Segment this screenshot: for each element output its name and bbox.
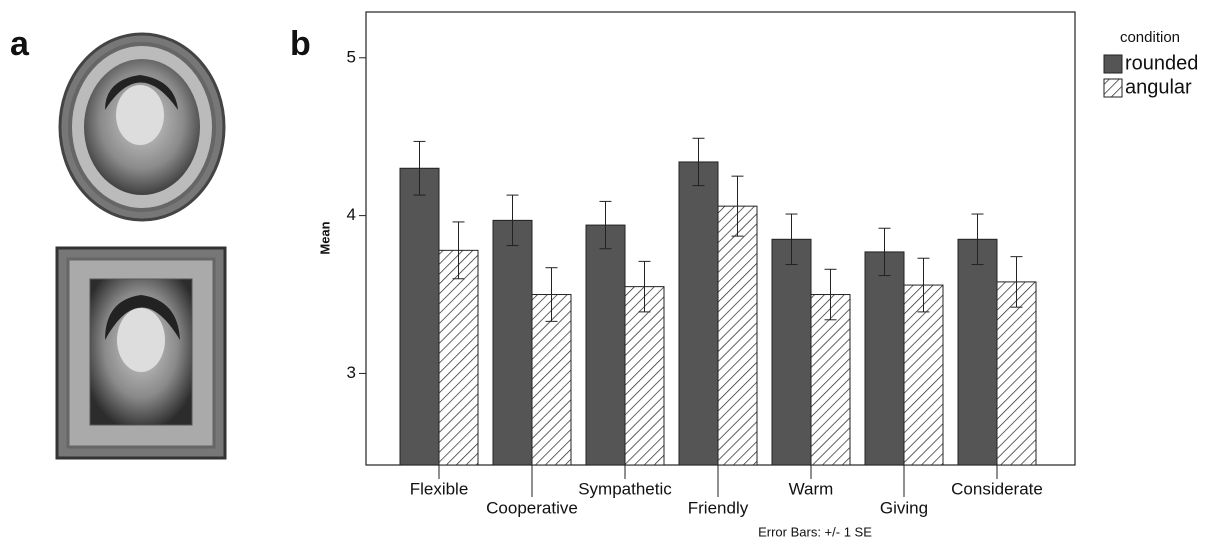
oval-portrait [58, 32, 226, 222]
rect-portrait [55, 246, 227, 460]
bar [531, 294, 572, 466]
bar [717, 205, 758, 466]
y-tick-label: 3 [347, 363, 356, 382]
bar [996, 281, 1037, 466]
legend-title: condition [1120, 29, 1180, 46]
x-tick-label: Giving [880, 498, 928, 517]
x-tick-label: Sympathetic [578, 479, 672, 498]
legend-label: angular [1125, 76, 1192, 98]
y-tick-label: 4 [347, 205, 356, 224]
x-tick-label: Cooperative [486, 498, 578, 517]
panel-label: a [10, 25, 30, 63]
x-tick-label: Friendly [688, 498, 749, 517]
bar [438, 249, 479, 466]
bar [678, 161, 719, 466]
bar [810, 294, 851, 466]
bar [771, 238, 812, 466]
bar [864, 251, 905, 466]
panel-label: b [290, 25, 311, 63]
x-tick-label: Flexible [410, 479, 469, 498]
legend-label: rounded [1125, 52, 1198, 74]
bar [903, 284, 944, 466]
bar [624, 286, 665, 466]
y-axis-label: Mean [317, 221, 332, 254]
bar [492, 219, 533, 466]
legend-swatch [1103, 54, 1123, 74]
note: Error Bars: +/- 1 SE [758, 524, 872, 539]
x-tick-label: Considerate [951, 479, 1043, 498]
x-tick-label: Warm [789, 479, 834, 498]
bar [957, 238, 998, 466]
bar [399, 167, 440, 466]
legend-swatch [1103, 78, 1123, 98]
bar [585, 224, 626, 466]
y-tick-label: 5 [347, 47, 356, 66]
